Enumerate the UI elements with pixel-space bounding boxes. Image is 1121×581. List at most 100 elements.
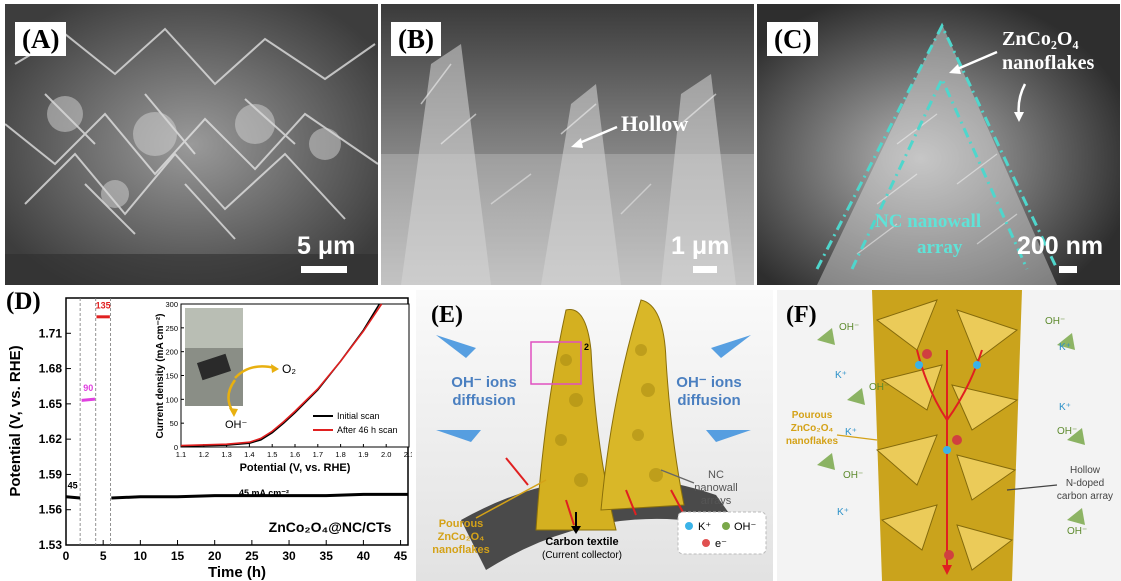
x-tick-label: 35	[320, 549, 334, 563]
inset-x-tick-label: 1.3	[221, 450, 231, 459]
k-label-f-1: K⁺	[835, 370, 847, 381]
panel-d: 1.53 1.56 1.59 1.62 1.65 1.68 1.71 0 5 10 15 20 25 3…	[0, 290, 412, 581]
x-tick-label: 10	[134, 549, 148, 563]
carbon-label-1: Carbon textile	[545, 536, 618, 548]
pourous-label-1: Pourous	[439, 518, 484, 530]
nc-array-label-1: NC nanowall	[875, 210, 981, 233]
e-legend-label: e⁻	[715, 538, 727, 550]
footer-label: ZnCo₂O₄@NC/CTs	[269, 519, 392, 535]
x-tick-label: 20	[208, 549, 222, 563]
nc-array-label-2: array	[917, 236, 962, 259]
current-label: 45 mA cm⁻²	[239, 488, 289, 498]
e-legend-dot	[702, 539, 710, 547]
inset-x-tick-label: 1.2	[199, 450, 209, 459]
inset-y-tick-label: 250	[165, 324, 178, 333]
k-label-f-3: K⁺	[837, 507, 849, 518]
inset-x-tick-label: 1.8	[335, 450, 345, 459]
legend-after-label: After 46 h scan	[337, 425, 398, 435]
y-tick-label: 1.53	[39, 538, 63, 552]
scale-bar-c	[1059, 266, 1077, 273]
f-pourous-3: nanoflakes	[786, 436, 839, 447]
o2-label: O₂	[282, 362, 296, 376]
oh-label-f-2: OH⁻	[869, 382, 889, 393]
inset-x-tick-label: 1.4	[244, 450, 254, 459]
legend-initial-label: Initial scan	[337, 411, 380, 421]
k-legend-label: K⁺	[698, 521, 711, 533]
segment-label: 45	[68, 481, 78, 491]
segment-label: 135	[96, 301, 111, 311]
x-tick-label: 15	[171, 549, 185, 563]
y-tick-label: 1.65	[39, 397, 63, 411]
inset-x-label: Potential (V, vs. RHE)	[240, 462, 351, 474]
inset-x-tick-label: 1.1	[176, 450, 186, 459]
y-tick-label: 1.56	[39, 503, 63, 517]
y-axis-label: Potential (V, vs. RHE)	[7, 345, 24, 496]
oh-legend-dot	[722, 522, 730, 530]
x-tick-label: 0	[63, 549, 70, 563]
x-tick-label: 5	[100, 549, 107, 563]
panel-f: OH⁻ OH⁻ OH⁻ OH⁻ OH⁻ OH⁻ K⁺ K⁺ K⁺ K⁺ K⁺ P…	[777, 290, 1121, 581]
inset-y-tick-label: 300	[165, 300, 178, 309]
inset-y-tick-label: 200	[165, 348, 178, 357]
carbon-label-2: (Current collector)	[542, 550, 622, 561]
nc-label-3: arrays	[701, 495, 732, 507]
inset-y-label: Current density (mA cm⁻²)	[155, 314, 166, 439]
x-tick-label: 30	[282, 549, 296, 563]
k-label-f-4: K⁺	[1059, 342, 1071, 353]
f-hollow-1: Hollow	[1070, 465, 1101, 476]
schematic-f: OH⁻ OH⁻ OH⁻ OH⁻ OH⁻ OH⁻ K⁺ K⁺ K⁺ K⁺ K⁺ P…	[777, 290, 1121, 581]
oh-label-f-3: OH⁻	[843, 470, 863, 481]
oh-label-f-6: OH⁻	[1067, 526, 1087, 537]
panel-label-a: (A)	[15, 22, 66, 56]
y-tick-label: 1.71	[39, 326, 63, 340]
pourous-label-3: nanoflakes	[432, 544, 489, 556]
inset-y-tick-label: 50	[170, 419, 178, 428]
oh-label-f-4: OH⁻	[1045, 316, 1065, 327]
x-tick-label: 40	[357, 549, 371, 563]
inset-x-tick-label: 1.5	[267, 450, 277, 459]
inset-x-tick-label: 2.0	[381, 450, 391, 459]
x-tick-label: 45	[394, 549, 408, 563]
oh-label-f-1: OH⁻	[839, 322, 859, 333]
inset-y-tick-label: 150	[165, 372, 178, 381]
f-pourous-2: ZnCo₂O₄	[791, 423, 834, 434]
panel-a: (A) 5 μm	[5, 4, 378, 285]
panel-label-d: (D)	[2, 290, 45, 318]
panel-label-c: (C)	[767, 22, 818, 56]
oh-label-f-5: OH⁻	[1057, 426, 1077, 437]
x-axis-label: Time (h)	[208, 564, 266, 581]
nc-label-1: NC	[708, 469, 724, 481]
y-tick-label: 1.68	[39, 362, 63, 376]
oh-label: OH⁻	[225, 419, 248, 431]
left-diffusion-label: diffusion	[452, 392, 515, 409]
right-ions-label: OH⁻ ions	[676, 374, 741, 391]
pourous-label-2: ZnCo₂O₄	[438, 531, 485, 543]
nc-label-2: nanowall	[694, 482, 737, 494]
inset-x-tick-label: 1.6	[290, 450, 300, 459]
left-ions-label: OH⁻ ions	[451, 374, 516, 391]
scale-label-b: 1 μm	[671, 232, 729, 261]
x-tick-label: 25	[245, 549, 259, 563]
inset-lsv-chart: O₂ OH⁻ 0 50 100 150 200 250 300 1.1 1.2 1.3 1.4 1.5…	[155, 300, 412, 475]
y-tick-label: 1.62	[39, 432, 63, 446]
panel-label-f: (F)	[779, 298, 824, 332]
zoom-box-number: 2	[584, 342, 589, 352]
series-line-45	[66, 497, 80, 498]
scale-label-a: 5 μm	[297, 232, 355, 261]
f-hollow-3: carbon array	[1057, 491, 1113, 502]
panel-c: (C) ZnCo₂O₄ nanoflakes NC nanowall array…	[757, 4, 1120, 285]
zncoo-annotation-1: ZnCo₂O₄	[1002, 28, 1078, 51]
k-legend-dot	[685, 522, 693, 530]
k-label-f-5: K⁺	[1059, 402, 1071, 413]
panel-label-e: (E)	[424, 298, 470, 332]
panel-e: 2 OH⁻ ions diffusion OH⁻ ions diffusion …	[416, 290, 773, 581]
schematic-e: 2 OH⁻ ions diffusion OH⁻ ions diffusion …	[416, 290, 773, 581]
series-line-90	[82, 399, 95, 400]
f-pourous-1: Pourous	[792, 410, 833, 421]
panel-b: (B) Hollow 1 μm	[381, 4, 754, 285]
oh-legend-label: OH⁻	[734, 521, 757, 533]
scale-bar-b	[693, 266, 717, 273]
inset-x-tick-label: 1.9	[358, 450, 368, 459]
segment-label: 90	[83, 383, 93, 393]
right-diffusion-label: diffusion	[677, 392, 740, 409]
